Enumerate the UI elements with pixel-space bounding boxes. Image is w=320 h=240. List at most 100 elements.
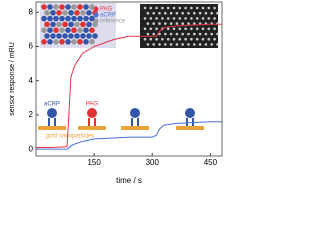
particle xyxy=(62,21,68,28)
legend-swatch xyxy=(93,6,99,12)
dot xyxy=(213,27,216,31)
y-tick-label: 2 xyxy=(29,110,34,119)
series-line xyxy=(36,23,222,148)
dot xyxy=(201,6,205,10)
legend-label: aCRP xyxy=(100,13,116,19)
dot xyxy=(193,32,196,36)
particle xyxy=(71,15,77,22)
dot xyxy=(184,17,187,20)
dot xyxy=(152,32,155,36)
particle xyxy=(50,33,56,39)
particle xyxy=(41,15,47,22)
dot xyxy=(164,22,167,25)
particle xyxy=(74,10,80,16)
particle xyxy=(89,39,95,45)
dot xyxy=(190,37,193,41)
particle xyxy=(53,15,59,22)
particle xyxy=(56,21,62,28)
particle xyxy=(41,39,47,45)
particle xyxy=(47,15,53,22)
dot xyxy=(172,27,176,31)
particle xyxy=(56,33,62,39)
dot xyxy=(204,11,208,15)
dot xyxy=(178,6,182,10)
particle-inset xyxy=(40,3,116,48)
dot xyxy=(187,43,190,46)
dot xyxy=(216,11,219,15)
dot xyxy=(169,22,173,25)
particle xyxy=(44,10,50,16)
dot xyxy=(166,27,170,31)
dot xyxy=(178,17,182,20)
dot xyxy=(213,6,216,10)
y-tick-label: 8 xyxy=(29,7,34,16)
probe xyxy=(186,118,194,126)
particle xyxy=(47,4,53,10)
dot xyxy=(190,6,193,10)
dot xyxy=(166,6,170,10)
legend-swatch xyxy=(93,12,99,18)
dot xyxy=(146,22,150,25)
x-tick-label: 150 xyxy=(87,158,101,167)
dot xyxy=(204,43,208,46)
plot-frame xyxy=(35,1,223,157)
dot xyxy=(149,17,153,20)
particle xyxy=(65,15,71,22)
particle xyxy=(53,27,59,33)
dot xyxy=(175,11,179,15)
annotation: gold nanoparticles xyxy=(46,134,95,140)
dot xyxy=(161,37,164,41)
dot xyxy=(152,22,155,25)
dot xyxy=(155,17,158,20)
particle xyxy=(77,27,83,33)
particle xyxy=(86,33,92,39)
particle xyxy=(44,21,50,28)
dot xyxy=(210,43,213,46)
dot xyxy=(146,43,150,46)
substrate xyxy=(176,126,204,130)
dot xyxy=(216,32,219,36)
dot xyxy=(187,11,190,15)
annotation: PAG xyxy=(86,102,99,108)
particle xyxy=(41,27,47,33)
legend-label: reference xyxy=(100,19,126,25)
dot xyxy=(161,17,164,20)
particle xyxy=(77,39,83,45)
dot xyxy=(178,27,182,31)
particle xyxy=(92,33,98,39)
particle xyxy=(74,21,80,28)
dot xyxy=(158,11,161,15)
particle xyxy=(68,21,74,28)
dot xyxy=(201,37,205,41)
substrate xyxy=(121,126,149,130)
dot xyxy=(184,27,187,31)
particle xyxy=(80,10,86,16)
x-tick-label: 450 xyxy=(204,158,218,167)
dot xyxy=(210,32,213,36)
probe-head xyxy=(47,108,57,118)
dot xyxy=(195,17,199,20)
particle xyxy=(68,10,74,16)
particle xyxy=(47,39,53,45)
particle xyxy=(65,4,71,10)
particle xyxy=(47,27,53,33)
substrate xyxy=(78,126,106,130)
dot xyxy=(204,32,208,36)
particle xyxy=(89,15,95,22)
dot xyxy=(201,27,205,31)
dot xyxy=(164,32,167,36)
dot xyxy=(175,22,179,25)
particle xyxy=(83,15,89,22)
probe-head xyxy=(87,108,97,118)
probe-head xyxy=(130,108,140,118)
dot xyxy=(161,6,164,10)
particle xyxy=(65,39,71,45)
particle xyxy=(83,4,89,10)
particle xyxy=(74,33,80,39)
dot xyxy=(152,43,155,46)
dot xyxy=(184,37,187,41)
dot xyxy=(155,27,158,31)
legend-label: PAG xyxy=(100,7,113,13)
substrate xyxy=(38,126,66,130)
particle xyxy=(62,33,68,39)
